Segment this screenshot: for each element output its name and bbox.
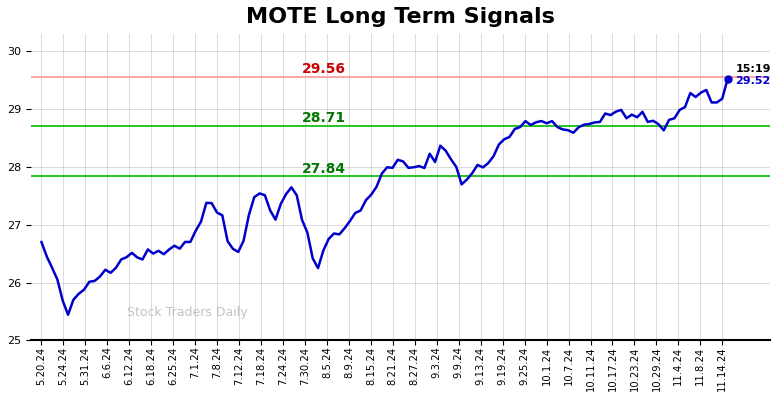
Title: MOTE Long Term Signals: MOTE Long Term Signals — [246, 7, 555, 27]
Text: 29.56: 29.56 — [302, 62, 347, 76]
Text: 29.52: 29.52 — [735, 76, 771, 86]
Text: 15:19: 15:19 — [735, 64, 771, 74]
Text: Stock Traders Daily: Stock Traders Daily — [127, 306, 248, 319]
Text: 27.84: 27.84 — [302, 162, 347, 176]
Text: 28.71: 28.71 — [302, 111, 347, 125]
